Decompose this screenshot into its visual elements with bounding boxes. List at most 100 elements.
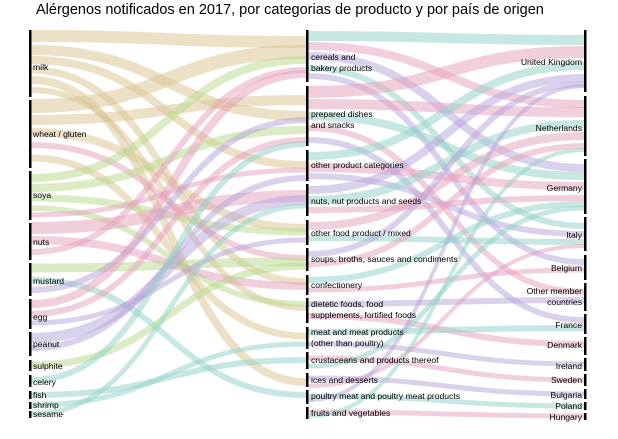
chart-title: Alérgenos notificados en 2017, por categ…	[36, 2, 544, 18]
flow-allergen-product-7	[30, 95, 307, 125]
flow-allergen-product-27	[30, 262, 307, 369]
label-prepared-line1: prepared dishes	[311, 109, 373, 119]
label-be: Belgium	[551, 263, 582, 273]
flow-product-country-13	[308, 74, 585, 194]
label-pl: Poland	[555, 401, 582, 411]
label-dietetic-line2: supplements, fortified foods	[311, 310, 416, 320]
node-other-categories	[306, 150, 309, 181]
label-ie: Ireland	[556, 361, 582, 371]
flow-allergen-product-16	[30, 190, 307, 234]
flow-product-country-14	[308, 120, 585, 204]
label-fish: fish	[33, 390, 47, 400]
flow-allergen-product-28	[30, 141, 307, 383]
flow-product-country-29	[308, 244, 585, 388]
flow-product-country-24	[308, 325, 585, 335]
node-cereals	[306, 30, 309, 82]
flow-product-country-25	[308, 341, 585, 367]
flow-allergen-product-25	[30, 195, 307, 343]
label-se: Sweden	[551, 375, 582, 385]
node-bg	[584, 389, 587, 399]
node-dietetic	[306, 298, 309, 323]
flow-allergen-product-21	[30, 117, 307, 293]
label-egg: egg	[33, 312, 48, 322]
label-nl: Netherlands	[536, 123, 582, 133]
node-uk	[584, 30, 587, 92]
label-ices: ices and desserts	[311, 375, 378, 385]
node-nuts	[29, 223, 32, 260]
label-milk: milk	[33, 62, 49, 72]
node-prepared	[306, 86, 309, 146]
flow-product-country-30	[308, 393, 585, 409]
node-celery	[29, 375, 32, 387]
node-nuts-seeds	[306, 184, 309, 216]
label-nuts: nuts	[33, 237, 49, 247]
label-celery: celery	[33, 377, 57, 387]
label-sesame: sesame	[33, 409, 63, 419]
label-soya: soya	[33, 190, 51, 200]
flow-product-country-22	[308, 297, 585, 307]
label-meat-line1: meat and meat products	[311, 327, 404, 337]
node-se	[584, 374, 587, 386]
label-cereals-line1: cereals and	[311, 52, 356, 62]
flow-product-country-8	[308, 125, 585, 295]
label-soups: soups, broths, sauces and condiments	[311, 254, 458, 264]
node-confectionery	[306, 275, 309, 295]
node-fish	[29, 391, 32, 399]
flow-allergen-product-22	[30, 70, 307, 308]
label-mustard: mustard	[33, 276, 64, 286]
node-dk	[584, 337, 587, 355]
node-meat	[306, 327, 309, 349]
flow-product-country-5	[308, 46, 585, 98]
node-crustaceans	[306, 352, 309, 369]
flow-allergen-product-18	[30, 67, 307, 255]
label-sulphite: sulphite	[33, 361, 63, 371]
label-wheat: wheat / gluten	[32, 129, 87, 139]
flow-product-country-7	[308, 112, 585, 180]
node-soups	[306, 248, 309, 271]
flow-product-country-18	[308, 81, 585, 257]
node-sulphite	[29, 360, 32, 371]
node-hu	[584, 413, 587, 420]
label-dietetic-line1: dietetic foods, food	[311, 299, 383, 309]
flow-product-country-19	[308, 143, 585, 267]
label-nuts-seeds: nuts, nut products and seeds	[311, 196, 421, 206]
label-uk: United Kingdom	[521, 57, 582, 67]
label-cereals-line2: bakery products	[311, 63, 372, 73]
node-it	[584, 217, 587, 251]
label-de: Germany	[547, 183, 583, 193]
flow-allergen-product-20	[30, 277, 307, 398]
node-other-countries	[584, 283, 587, 311]
node-peanut	[29, 332, 32, 356]
label-fr: France	[555, 320, 582, 330]
node-ices	[306, 373, 309, 387]
country-labels: United Kingdom Netherlands Germany Italy…	[521, 57, 583, 422]
label-confectionery: confectionery	[311, 280, 363, 290]
flow-allergen-product-29	[30, 357, 307, 398]
node-other-food	[306, 220, 309, 245]
flow-allergen-product-11	[30, 56, 307, 182]
flow-allergen-product-8	[30, 128, 307, 232]
label-shrimp: shrimp	[33, 400, 59, 410]
label-poultry: poultry meat and poultry meat products	[311, 391, 460, 401]
label-peanut: peanut	[33, 339, 60, 349]
label-fruits: fruits and vegetables	[311, 408, 390, 418]
flow-product-country-32	[308, 409, 585, 419]
label-other-countries-line2: countries	[547, 297, 582, 307]
node-bars	[29, 30, 587, 420]
node-pl	[584, 402, 587, 410]
node-shrimp	[29, 402, 32, 409]
label-dk: Denmark	[547, 340, 583, 350]
node-de	[584, 159, 587, 214]
flow-product-country-33	[308, 148, 585, 418]
label-prepared-line2: and snacks	[311, 120, 354, 130]
node-be	[584, 255, 587, 280]
label-other-categories: other product categories	[311, 160, 404, 170]
flow-product-country-31	[308, 84, 585, 402]
flow-product-country-16	[308, 132, 585, 230]
flow-allergen-product-23	[30, 137, 307, 317]
node-soya	[29, 171, 32, 220]
node-nl	[584, 96, 587, 156]
flow-product-country-0	[308, 31, 585, 45]
flow-allergen-product-31	[30, 203, 307, 417]
